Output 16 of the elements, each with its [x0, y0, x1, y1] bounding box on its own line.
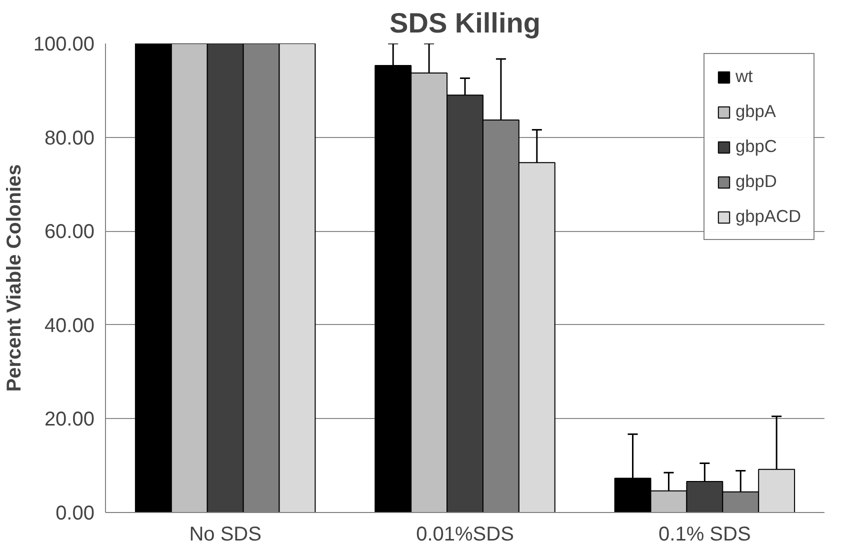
x-tick-label: 0.01%SDS	[416, 524, 514, 546]
y-tick-label: 40.00	[44, 314, 95, 337]
legend-label: gbpC	[736, 136, 777, 157]
x-tick-label: No SDS	[189, 524, 262, 546]
legend-label: wt	[736, 66, 754, 87]
y-tick-label: 100.00	[33, 34, 94, 56]
chart-title: SDS Killing	[390, 8, 540, 38]
x-tick-label: 0.1% SDS	[658, 524, 751, 546]
y-tick-label: 80.00	[44, 127, 95, 150]
y-tick-label: 60.00	[44, 221, 95, 244]
y-tick-label: 0.00	[56, 502, 95, 524]
y-axis-title: Percent Viable Colonies	[3, 164, 26, 392]
legend-label: gbpA	[736, 101, 776, 122]
legend-label: gbpACD	[736, 206, 801, 227]
y-tick-label: 20.00	[44, 408, 95, 431]
legend-label: gbpD	[736, 171, 777, 192]
